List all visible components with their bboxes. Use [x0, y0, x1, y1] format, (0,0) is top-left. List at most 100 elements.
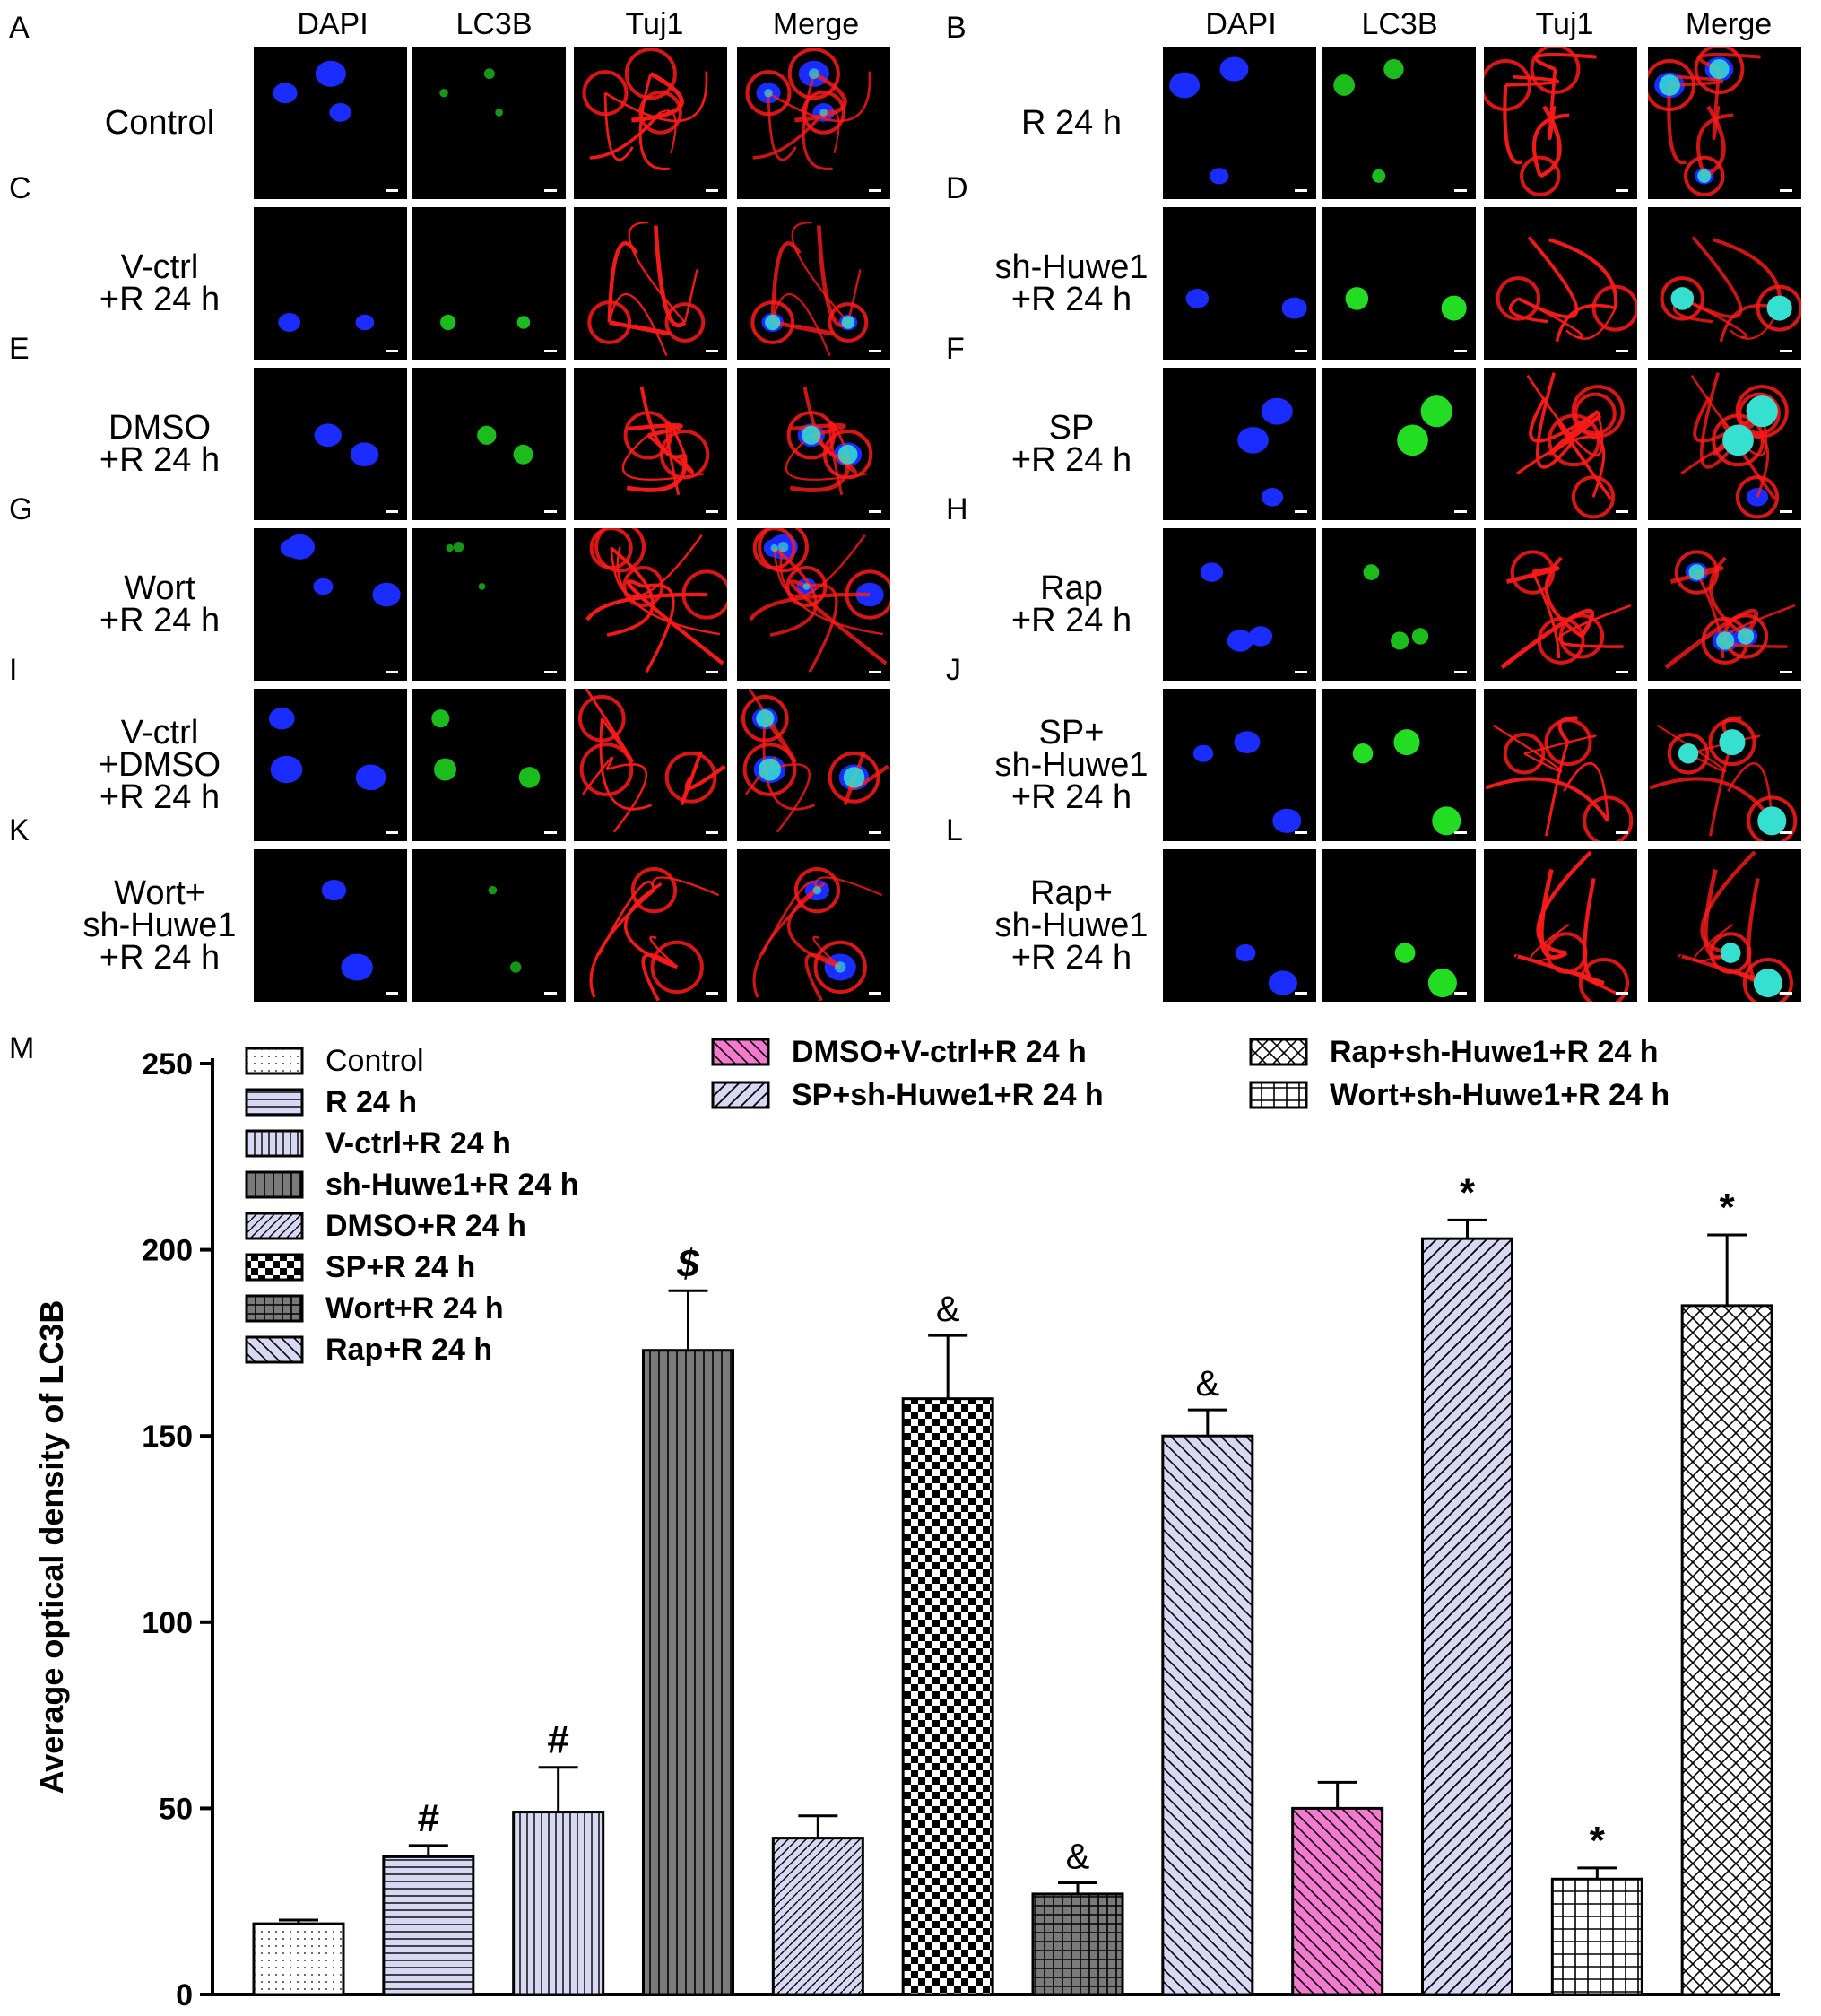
scale-bar	[1780, 831, 1792, 834]
tile-image	[587, 221, 706, 357]
legend-label: V-ctrl+R 24 h	[325, 1126, 511, 1160]
legend-swatch	[245, 1129, 304, 1158]
significance-mark: #	[418, 1796, 439, 1840]
tile-image	[439, 68, 503, 117]
scale-bar	[1295, 350, 1307, 352]
scale-bar	[1454, 350, 1467, 352]
soma-outline	[1684, 155, 1725, 197]
nucleus	[1210, 168, 1229, 185]
group-label-h: Rap +R 24 h	[964, 571, 1179, 639]
nucleus	[1169, 72, 1201, 99]
soma-outline	[577, 694, 626, 743]
micrograph-i-merge	[737, 689, 890, 841]
neurite	[806, 583, 838, 673]
nucleus	[1185, 289, 1210, 308]
micrograph-g-lc3b	[412, 528, 566, 681]
scale-bar	[386, 671, 398, 673]
bar-4	[642, 1349, 734, 1996]
group-label-line: Control	[104, 104, 215, 142]
tile-image	[750, 221, 869, 357]
scale-bar	[1616, 992, 1628, 995]
soma-outline	[1735, 475, 1780, 519]
neurite	[1559, 639, 1624, 648]
significance-mark: &	[1066, 1837, 1090, 1876]
nucleus	[270, 755, 303, 784]
micrograph-c-merge	[737, 207, 890, 360]
tile-image	[585, 528, 727, 673]
scale-bar	[869, 350, 881, 352]
column-header-tuj1: Tuj1	[1535, 7, 1594, 41]
soma-outline	[659, 430, 710, 480]
group-label-line: +R 24 h	[99, 778, 221, 816]
micrograph-c-lc3b	[412, 207, 566, 360]
lc3b-puncta	[516, 316, 531, 329]
neurite	[1565, 308, 1617, 340]
group-label-g: Wort +R 24 h	[52, 569, 267, 639]
lc3b-puncta	[770, 543, 778, 552]
significance-mark: #	[547, 1718, 568, 1762]
micrograph-e-tuj1	[574, 368, 727, 520]
tile-image	[1352, 729, 1461, 836]
neurite	[1516, 435, 1606, 498]
scale-bar	[1454, 671, 1467, 673]
legend-swatch	[1249, 1081, 1308, 1109]
nucleus	[1268, 970, 1297, 995]
soma-outline	[822, 430, 873, 480]
legend-swatch	[245, 1170, 304, 1199]
tile-image	[1664, 550, 1796, 670]
lc3b-puncta	[495, 109, 503, 117]
tile-image	[477, 425, 533, 465]
panel-letter-c: C	[9, 171, 31, 205]
group-label-line: Wort	[124, 569, 195, 607]
neurite	[1649, 777, 1773, 822]
lc3b-puncta	[440, 314, 456, 331]
nucleus	[1234, 731, 1261, 753]
neurite	[626, 579, 724, 665]
scale-bar	[706, 510, 718, 513]
tile-image	[1363, 564, 1429, 650]
tile-image	[446, 542, 486, 590]
neurite	[1669, 566, 1724, 584]
micrograph-k-lc3b	[412, 849, 566, 1002]
neurite	[1548, 238, 1618, 308]
micrograph-i-lc3b	[412, 689, 566, 841]
lc3b-puncta	[1333, 74, 1355, 96]
scale-bar	[706, 350, 718, 352]
micrograph-f-lc3b	[1322, 368, 1476, 520]
panel-letter-m: M	[9, 1031, 34, 1065]
scale-bar	[544, 350, 557, 352]
group-label-line: sh-Huwe1	[82, 907, 237, 944]
bar-7	[1031, 1892, 1124, 1996]
tile-image	[741, 689, 889, 833]
panel-letter-f: F	[946, 332, 965, 366]
nucleus	[315, 60, 346, 87]
lc3b-puncta	[841, 316, 855, 329]
y-tick-label: 250	[142, 1047, 193, 1082]
group-label-line: +R 24 h	[99, 281, 221, 318]
soma-outline	[1738, 392, 1781, 436]
micrograph-k-merge	[737, 849, 890, 1002]
neurite	[649, 935, 678, 969]
y-tick-label: 0	[176, 1978, 193, 2012]
soma-outline	[828, 302, 869, 343]
group-label-line: DMSO	[108, 409, 211, 447]
significance-mark: *	[1720, 1186, 1736, 1230]
neurite	[643, 583, 675, 673]
legend-swatch	[245, 1047, 304, 1075]
neurite	[794, 72, 847, 123]
micrograph-d-dapi	[1163, 207, 1316, 360]
soma-outline	[681, 569, 727, 620]
lc3b-puncta	[837, 444, 858, 465]
lc3b-puncta	[434, 758, 456, 781]
group-label-line: +R 24 h	[1010, 602, 1132, 639]
column-header-merge: Merge	[1685, 7, 1773, 41]
soma-outline	[785, 565, 828, 607]
significance-mark: *	[1590, 1819, 1606, 1863]
scale-bar	[1616, 189, 1628, 192]
micrograph-h-tuj1	[1484, 528, 1637, 681]
neurite	[1536, 850, 1592, 955]
tile-image	[1345, 287, 1467, 321]
micrograph-k-tuj1	[574, 849, 727, 1002]
group-label-line: +R 24 h	[99, 602, 221, 639]
